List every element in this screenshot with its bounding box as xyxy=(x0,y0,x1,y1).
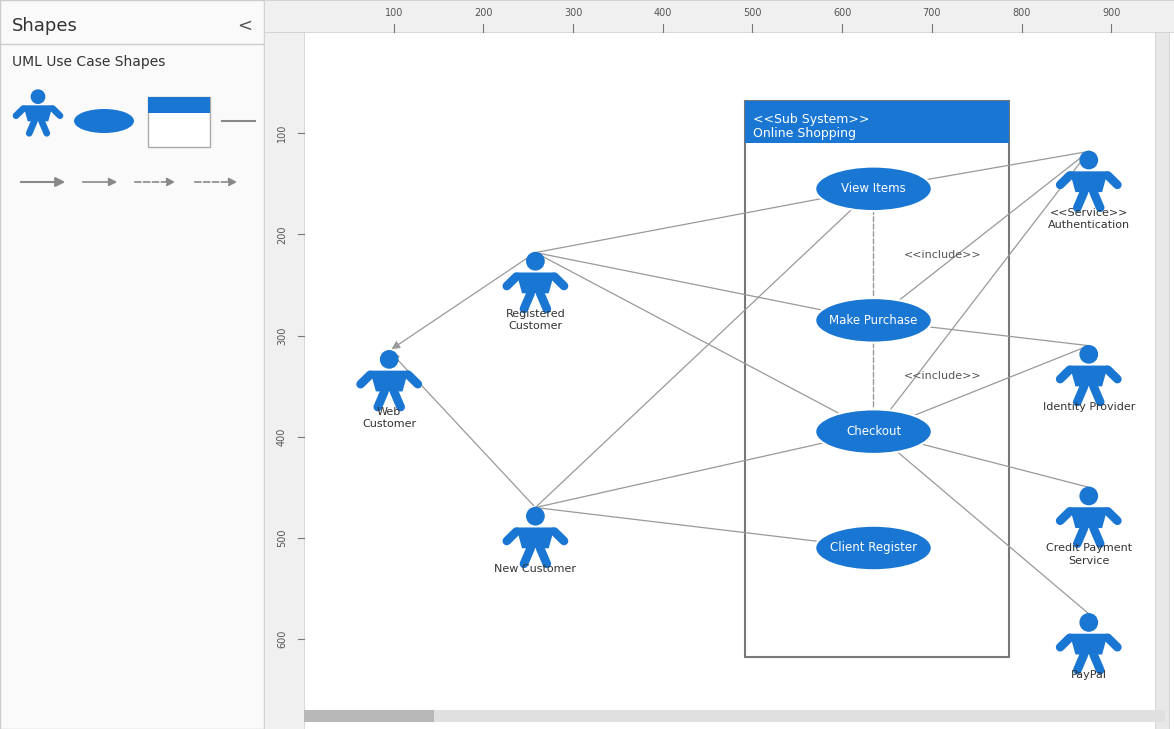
Circle shape xyxy=(1080,152,1098,168)
Polygon shape xyxy=(23,105,53,121)
Text: <<Service>>
Authentication: <<Service>> Authentication xyxy=(1047,208,1129,230)
Text: 600: 600 xyxy=(832,9,851,18)
Bar xyxy=(1155,32,1169,729)
Polygon shape xyxy=(1070,171,1108,192)
Circle shape xyxy=(380,351,398,368)
Text: 100: 100 xyxy=(277,124,286,142)
Bar xyxy=(745,101,1008,658)
Text: 300: 300 xyxy=(277,327,286,345)
Text: 500: 500 xyxy=(277,529,286,547)
Bar xyxy=(148,97,210,113)
Text: 400: 400 xyxy=(277,427,286,446)
Text: 600: 600 xyxy=(277,630,286,648)
Text: 700: 700 xyxy=(923,9,942,18)
Ellipse shape xyxy=(74,109,134,133)
Text: PayPal: PayPal xyxy=(1071,670,1107,680)
Circle shape xyxy=(527,507,544,525)
Text: New Customer: New Customer xyxy=(494,564,576,574)
Circle shape xyxy=(1080,346,1098,363)
Text: 200: 200 xyxy=(277,225,286,243)
Text: Shapes: Shapes xyxy=(12,17,77,35)
Text: 300: 300 xyxy=(564,9,582,18)
Polygon shape xyxy=(1070,365,1108,386)
Text: <<Sub System>>: <<Sub System>> xyxy=(754,113,870,125)
Text: Online Shopping: Online Shopping xyxy=(754,127,856,140)
Ellipse shape xyxy=(815,526,932,570)
Circle shape xyxy=(527,252,544,270)
Text: View Items: View Items xyxy=(841,182,906,195)
Text: <<include>>: <<include>> xyxy=(904,249,981,260)
Text: Checkout: Checkout xyxy=(846,425,902,438)
Bar xyxy=(304,710,434,722)
Bar xyxy=(264,32,304,729)
Polygon shape xyxy=(1070,507,1108,528)
Text: 800: 800 xyxy=(1012,9,1031,18)
Text: <<include>>: <<include>> xyxy=(904,371,981,381)
Text: 400: 400 xyxy=(654,9,672,18)
Polygon shape xyxy=(370,370,409,391)
Text: Credit Payment
Service: Credit Payment Service xyxy=(1046,543,1132,566)
Ellipse shape xyxy=(815,166,932,211)
Polygon shape xyxy=(517,273,554,293)
Circle shape xyxy=(1080,487,1098,504)
Ellipse shape xyxy=(815,298,932,343)
Circle shape xyxy=(1080,614,1098,631)
Polygon shape xyxy=(517,528,554,548)
Text: UML Use Case Shapes: UML Use Case Shapes xyxy=(12,55,166,69)
Bar xyxy=(745,101,1008,144)
Bar xyxy=(264,0,1174,729)
Polygon shape xyxy=(1070,634,1108,655)
Text: 900: 900 xyxy=(1102,9,1120,18)
Text: 200: 200 xyxy=(474,9,493,18)
Bar xyxy=(264,0,1174,32)
Ellipse shape xyxy=(815,410,932,454)
Circle shape xyxy=(32,90,45,104)
Text: 100: 100 xyxy=(385,9,403,18)
Text: Make Purchase: Make Purchase xyxy=(829,314,918,327)
Text: Client Register: Client Register xyxy=(830,542,917,555)
Text: <: < xyxy=(237,17,252,35)
Text: 500: 500 xyxy=(743,9,762,18)
Bar xyxy=(0,0,264,729)
Text: Web
Customer: Web Customer xyxy=(362,407,417,429)
Text: Identity Provider: Identity Provider xyxy=(1043,402,1135,412)
Bar xyxy=(304,710,1165,722)
Text: Registered
Customer: Registered Customer xyxy=(506,308,565,331)
Bar xyxy=(148,97,210,147)
